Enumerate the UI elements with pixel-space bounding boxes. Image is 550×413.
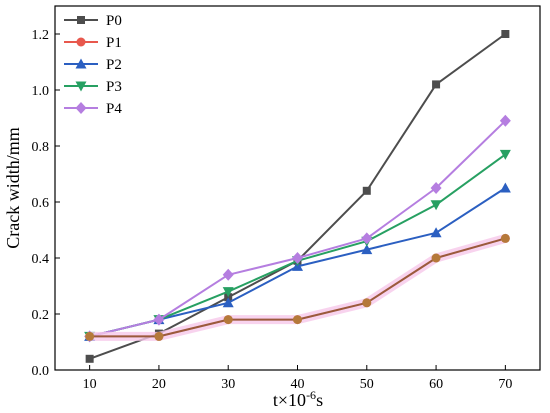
x-axis-title-unit: s — [316, 390, 323, 410]
overlay-point — [431, 253, 441, 263]
x-tick-label: 60 — [429, 377, 443, 392]
x-tick-label: 40 — [291, 377, 305, 392]
series-p4 — [84, 114, 511, 343]
overlay-point — [154, 331, 164, 341]
legend-label: P4 — [106, 101, 122, 117]
legend-item-p3: P3 — [64, 79, 122, 95]
data-point — [361, 244, 373, 255]
x-tick-label: 20 — [152, 377, 166, 392]
legend-item-p4: P4 — [64, 101, 122, 117]
legend-label: P1 — [106, 35, 122, 51]
y-tick-label: 0.6 — [32, 196, 50, 211]
x-tick-label: 70 — [498, 377, 512, 392]
data-point — [430, 200, 442, 211]
overlay-point — [362, 298, 372, 308]
legend-item-p2: P2 — [64, 57, 122, 73]
data-point — [153, 313, 165, 326]
data-point — [222, 297, 234, 308]
x-axis-title-exponent: -6 — [306, 388, 316, 402]
data-point — [361, 232, 373, 245]
x-axis-title-base: t×10 — [273, 390, 306, 410]
y-tick-label: 0.8 — [32, 140, 50, 155]
data-point — [224, 293, 233, 302]
x-tick-label: 30 — [221, 377, 235, 392]
series-p1 — [85, 233, 510, 341]
overlay-point — [85, 331, 95, 341]
y-tick-label: 1.0 — [32, 84, 50, 99]
y-tick-label: 1.2 — [32, 28, 50, 43]
series-line — [89, 33, 506, 360]
x-axis-title: t×10-6s — [273, 388, 323, 410]
data-point — [85, 354, 94, 363]
y-axis-title: Crack width/mm — [3, 127, 23, 248]
y-tick-label: 0.0 — [32, 364, 50, 379]
overlay-point — [293, 315, 302, 325]
series-layer — [84, 30, 511, 363]
legend-marker — [76, 37, 86, 47]
y-tick-label: 0.2 — [32, 308, 50, 323]
data-point — [499, 149, 511, 160]
legend-item-p1: P1 — [64, 35, 122, 51]
data-point — [430, 182, 442, 194]
overlay-point — [223, 315, 233, 325]
data-point — [501, 30, 510, 38]
x-tick-label: 10 — [83, 377, 97, 392]
data-point — [499, 114, 511, 127]
x-tick-label: 50 — [360, 377, 374, 392]
legend: P0 P1 P2 P3 P4 — [64, 13, 122, 117]
data-point — [222, 287, 234, 298]
data-point — [430, 227, 442, 238]
legend-marker — [75, 81, 87, 92]
data-point — [292, 252, 303, 264]
legend-label: P2 — [106, 57, 122, 73]
series-p0 — [85, 30, 510, 363]
data-point — [362, 186, 371, 195]
legend-item-p0: P0 — [64, 13, 122, 29]
y-tick-label: 0.4 — [32, 252, 50, 267]
data-point — [499, 182, 511, 193]
overlay-point — [500, 233, 510, 243]
legend-marker — [77, 16, 85, 24]
series-overlay — [85, 233, 510, 341]
data-point — [432, 80, 441, 89]
legend-label: P0 — [106, 13, 122, 29]
legend-marker — [75, 58, 87, 69]
legend-label: P3 — [106, 79, 122, 95]
axis-ticks: 10 20 30 40 50 60 70 0.0 0.2 0.4 0.6 0.8 1.0 1.2 — [32, 28, 513, 392]
data-point — [222, 268, 234, 281]
legend-marker — [75, 102, 87, 114]
